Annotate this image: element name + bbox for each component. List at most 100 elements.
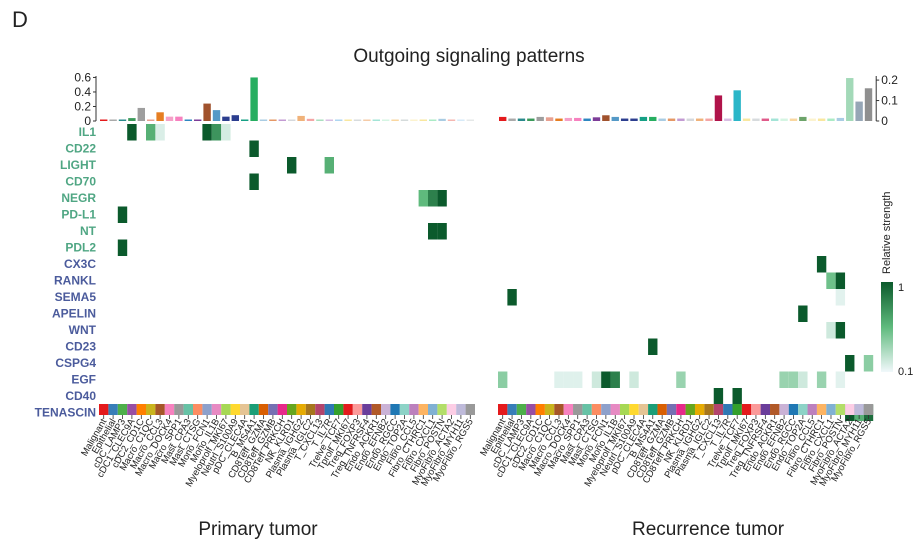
heat-cell-EGF-Macro_DOCK4 <box>563 371 574 388</box>
bar-B_MS4A1 <box>649 116 657 121</box>
cell-color-cDC1_CLEC9A <box>526 404 536 415</box>
cell-color-Plasma_IGHG2 <box>694 404 705 415</box>
signal-label-CD22: CD22 <box>65 141 96 155</box>
heat-cell-APELIN-Endo_TOP2A <box>798 305 808 322</box>
heat-cell-EGF-Endo_TOP2A <box>798 371 808 388</box>
signal-label-WNT: WNT <box>69 323 97 337</box>
cell-color-CD8Teff_GZMB <box>268 404 278 415</box>
bar-Fibro_POSTN <box>438 118 446 121</box>
cell-color-MyoFibro_MYH11 <box>854 404 864 415</box>
bar-T_IL7R <box>325 119 333 121</box>
cell-color-Epithelial <box>108 404 118 415</box>
cell-color-Endo_EFNB2 <box>381 404 391 415</box>
bar-Mast_CPA3 <box>583 118 591 121</box>
signal-label-CD23: CD23 <box>65 339 96 353</box>
bar-cDC2_CD1C <box>536 116 544 121</box>
cell-color-Mono_IL1B <box>610 404 620 415</box>
cell-color-Epithelial <box>507 404 517 415</box>
bar-Endo_TOP2A <box>400 119 409 121</box>
legend-title: Relative strength <box>881 191 893 274</box>
bar-CD8Teff_GZMA <box>658 118 666 121</box>
bar-Treg_FOXP3 <box>752 118 760 121</box>
bar-MyoFibro_RGS5 <box>864 88 873 121</box>
bar-Mono_FCN1 <box>602 115 610 121</box>
cell-color-Endo_RGCC <box>788 404 799 415</box>
heat-cell-EGF-Neutrl_S100A9 <box>629 371 639 388</box>
cell-color-Malignant <box>99 404 109 415</box>
cell-color-Fibro_CTHRC1 <box>816 404 827 415</box>
bar-pDC_CLEC4A <box>639 116 648 121</box>
heat-cell-EGF-Malignant <box>498 371 508 388</box>
cell-color-pDC_CLEC4A <box>240 404 250 415</box>
bar-Myeloprolf_MKI67 <box>222 116 230 121</box>
bar-cDC1_CLEC9A <box>128 118 136 121</box>
bar-CD8Teff_GZMB <box>667 118 676 121</box>
heat-cell-EGF-Fibro_CTHRC1 <box>816 371 827 388</box>
bar-Myeloprolf_MKI67 <box>620 118 629 121</box>
heat-cell-CD70-B_MS4A1 <box>249 173 259 190</box>
heat-cell-CSPG4-MyoFibro_RGS5 <box>863 355 874 372</box>
bar-Macro_SPP1 <box>175 116 183 121</box>
bar-T_IL7R <box>724 118 732 121</box>
heat-cell-IL1-Macro_CCL3 <box>155 124 165 141</box>
cell-color-Fibro_CCL5 <box>807 404 817 415</box>
heat-cell-IL1-cDC1_CLEC9A <box>127 124 137 141</box>
cell-color-pDC_CLEC4A <box>638 404 649 415</box>
panel-label: D <box>12 7 28 32</box>
heat-cell-IL1-Macro_C1QC <box>146 124 156 141</box>
cell-color-Mast_CPA3 <box>183 404 193 415</box>
cell-color-Macro_DOCK4 <box>563 404 574 415</box>
cell-color-Macro_SPP1 <box>573 404 583 415</box>
heat-cell-EGF-Macro_SPP1 <box>573 371 583 388</box>
heat-cell-NT-Fibro_POSTN <box>437 223 447 240</box>
cell-color-NK_KLRD1 <box>685 404 695 415</box>
signal-label-EGF: EGF <box>71 372 96 386</box>
heat-cell-NEGR-Fibro_CXCL1 <box>428 190 438 207</box>
bar-Macro_DOCK4 <box>165 116 174 121</box>
signal-label-CD40: CD40 <box>65 389 96 403</box>
cell-color-NK_KLRD1 <box>287 404 297 415</box>
cell-color-MyoFibro_ACTA2 <box>446 404 457 415</box>
bar-Plasma_IGLC2 <box>306 118 315 121</box>
bar-Fibro_CXCL1 <box>827 118 835 121</box>
cell-color-Neutrl_S100A9 <box>629 404 639 415</box>
cell-color-CD8Teff_PRKCH <box>676 404 686 415</box>
heat-cell-EGF-Macro_CCL3 <box>554 371 564 388</box>
bar-B_MS4A1 <box>250 77 258 121</box>
bar-Fibro_CCL5 <box>808 118 816 121</box>
heat-cell-LIGHT-NK_KLRD1 <box>287 157 297 174</box>
bar-Fibro_CCL5 <box>410 119 418 121</box>
bar-axis-tick-label: 0.2 <box>74 99 91 113</box>
heat-cell-WNT-Fibro_POSTN <box>835 322 846 339</box>
bar-axis-tick-label: 0.4 <box>74 85 91 99</box>
cell-color-Neutrl_S100A9 <box>230 404 240 415</box>
cell-color-Macro_SPP1 <box>174 404 184 415</box>
legend-color-bar <box>881 282 893 372</box>
cell-color-Mast_CTSG <box>193 404 203 415</box>
heat-cell-EGF-Mast_CTSG <box>591 371 602 388</box>
cell-color-Fibro_POSTN <box>437 404 447 415</box>
bar-MyoFibro_ACTA2 <box>846 78 854 121</box>
relative-strength-legend: Relative strength 1 0.1 <box>881 191 913 378</box>
bar-Mono_IL1B <box>212 110 221 121</box>
cell-color-cDC2_CD1C <box>535 404 545 415</box>
bar-MyoFibro_RGS5 <box>466 119 474 121</box>
cell-color-CD8Teff_GZMB <box>666 404 677 415</box>
cell-color-Endo_TOP2A <box>399 404 410 415</box>
bar-Neutrl_S100A9 <box>630 118 638 121</box>
cell-color-Fibro_CCL5 <box>409 404 419 415</box>
heat-cell-CD40-T_CXCL13 <box>713 388 724 405</box>
cell-color-Endo_RGCC <box>390 404 400 415</box>
cell-color-CD8Teff_GZMA <box>258 404 269 415</box>
cell-color-Treg_TNFRSF4 <box>362 404 372 415</box>
signal-label-CX3C: CX3C <box>64 257 96 271</box>
cell-color-Macro_C1QC <box>146 404 156 415</box>
cell-color-T_IL7R <box>723 404 733 415</box>
bar-Treg_TNFRSF4 <box>363 119 371 121</box>
bar-Malignant <box>100 119 108 121</box>
cell-color-CD8Teff_GZMA <box>657 404 667 415</box>
cell-color-MyoFibro_ACTA2 <box>845 404 855 415</box>
cell-color-Mast_CTSG <box>591 404 602 415</box>
bar-NK_KLRD1 <box>686 118 694 121</box>
